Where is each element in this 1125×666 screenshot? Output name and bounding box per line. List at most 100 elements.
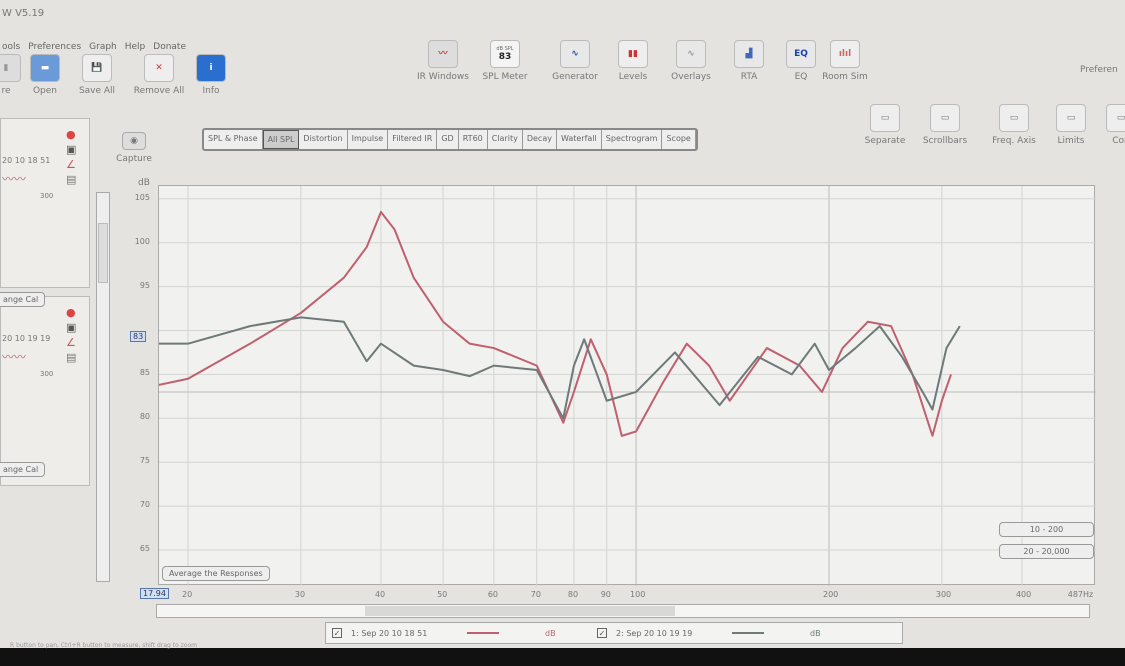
tab-clarity[interactable]: Clarity	[488, 130, 523, 149]
generator-icon: ∿	[560, 40, 590, 68]
x-tick-label: 487Hz	[1067, 590, 1094, 599]
spl-meter-icon: dB SPL 83	[490, 40, 520, 68]
range-button-10-200[interactable]: 10 - 200	[999, 522, 1094, 537]
tab-rt60[interactable]: RT60	[459, 130, 488, 149]
remove-icon: ✕	[144, 54, 174, 82]
toolbar-label: re	[1, 86, 11, 96]
cursor-value: 83	[130, 331, 147, 342]
capture-button[interactable]: ◉ Capture	[112, 132, 156, 164]
remove-all-button[interactable]: ✕ Remove All	[128, 54, 190, 96]
x-tick-label: 200	[823, 590, 839, 599]
camera-icon: ◉	[122, 132, 146, 150]
toolbar-label: Save All	[78, 86, 116, 96]
measurement-value: 300	[40, 370, 54, 378]
y-tick-label: 75	[139, 456, 150, 466]
open-button[interactable]: ▬ Open	[14, 54, 76, 96]
horizontal-scrollbar[interactable]	[156, 604, 1090, 618]
x-tick-label: 80	[567, 590, 579, 599]
vertical-scrollbar[interactable]	[96, 192, 110, 582]
eq-button[interactable]: EQ EQ	[770, 40, 832, 82]
toolbar-icon: ▭	[930, 104, 960, 132]
tab-waterfall[interactable]: Waterfall	[557, 130, 602, 149]
notes-icon[interactable]: ▤	[66, 173, 77, 186]
save-all-button[interactable]: 💾 Save All	[66, 54, 128, 96]
change-cal-button[interactable]: ange Cal	[0, 462, 46, 477]
generator-button[interactable]: ∿ Generator	[544, 40, 606, 82]
legend-swatch	[467, 632, 499, 634]
tab-filtered-ir[interactable]: Filtered IR	[388, 130, 438, 149]
room-sim-button[interactable]: ılıl Room Sim	[814, 40, 876, 82]
rta-button[interactable]: ▟ RTA	[718, 40, 780, 82]
measurement-panel-1	[0, 118, 90, 288]
change-cal-button[interactable]: ange Cal	[0, 292, 46, 307]
measure-icon: ▮	[0, 54, 21, 82]
folder-icon: ▬	[30, 54, 60, 82]
ir-windows-icon: 〰	[428, 40, 458, 68]
edit-icon[interactable]: ∠	[66, 158, 76, 171]
notes-icon[interactable]: ▤	[66, 351, 77, 364]
ir-windows-button[interactable]: 〰 IR Windows	[412, 40, 474, 82]
scrollbars-button[interactable]: ▭ Scrollbars	[914, 104, 976, 146]
y-tick-label: 105	[134, 192, 150, 202]
menu-item[interactable]: Help	[124, 42, 146, 52]
x-tick-label: 30	[294, 590, 306, 599]
info-button[interactable]: i Info	[180, 54, 242, 96]
toolbar-label: Separate	[864, 136, 906, 146]
toolbar-icon: ▭	[1106, 104, 1125, 132]
toolbar-icon: ▭	[870, 104, 900, 132]
y-tick-label: 95	[139, 280, 150, 290]
measurement-name[interactable]: 20 10 19 19	[2, 334, 51, 343]
overlays-button[interactable]: ∿ Overlays	[660, 40, 722, 82]
x-tick-label: 90	[600, 590, 611, 599]
legend-checkbox[interactable]: ✓	[332, 628, 342, 638]
limits-button[interactable]: ▭ Limits	[1040, 104, 1102, 146]
x-start-value[interactable]: 17.94	[140, 588, 169, 599]
save-icon[interactable]: ▣	[66, 321, 77, 334]
toolbar-label: Limits	[1057, 136, 1085, 146]
range-button-20-20000[interactable]: 20 - 20,000	[999, 544, 1094, 559]
scrollbar-thumb[interactable]	[98, 223, 108, 283]
close-icon[interactable]: ●	[66, 306, 76, 319]
freq-axis-button[interactable]: ▭ Freq. Axis	[983, 104, 1045, 146]
close-icon[interactable]: ●	[66, 128, 76, 141]
tab-spl-phase[interactable]: SPL & Phase	[204, 130, 263, 149]
tab-impulse[interactable]: Impulse	[348, 130, 389, 149]
separate-button[interactable]: ▭ Separate	[854, 104, 916, 146]
y-tick-label: 85	[139, 368, 150, 378]
preferences-label[interactable]: Preferen	[1080, 65, 1118, 75]
menu-item[interactable]: Preferences	[28, 42, 82, 52]
legend-swatch	[732, 632, 764, 634]
menu-item[interactable]: Graph	[89, 42, 117, 52]
save-icon[interactable]: ▣	[66, 143, 77, 156]
spl-graph[interactable]: Average the Responses 10 - 200 20 - 20,0…	[158, 185, 1096, 586]
levels-icon: ▮▮	[618, 40, 648, 68]
legend-extra-icon[interactable]: dB	[810, 628, 821, 638]
mini-graph-icon: 〰〰	[2, 172, 27, 186]
toolbar-label: Levels	[618, 72, 648, 82]
toolbar-label: Info	[202, 86, 220, 96]
average-responses-button[interactable]: Average the Responses	[162, 566, 270, 581]
menu-item[interactable]: ools	[2, 42, 21, 52]
toolbar-label: RTA	[740, 72, 758, 82]
tab-all-spl[interactable]: All SPL	[262, 130, 300, 149]
scrollbar-thumb[interactable]	[365, 606, 675, 616]
re-button[interactable]: ▮ re	[0, 54, 37, 96]
levels-button[interactable]: ▮▮ Levels	[602, 40, 664, 82]
edit-icon[interactable]: ∠	[66, 336, 76, 349]
legend-checkbox[interactable]: ✓	[597, 628, 607, 638]
toolbar-label: Room Sim	[822, 72, 868, 82]
series-1-line	[158, 210, 952, 437]
legend-extra-icon[interactable]: dB	[545, 628, 556, 638]
series-2-line	[158, 316, 961, 420]
tab-spectrogram[interactable]: Spectrogram	[602, 130, 663, 149]
legend-label: 1: Sep 20 10 18 51	[351, 628, 428, 638]
spl-meter-button[interactable]: dB SPL 83 SPL Meter	[474, 40, 536, 82]
menu-item[interactable]: Donate	[153, 42, 187, 52]
tab-distortion[interactable]: Distortion	[299, 130, 348, 149]
con-button[interactable]: ▭ Con	[1090, 104, 1125, 146]
x-tick-label: 60	[487, 590, 499, 599]
tab-gd[interactable]: GD	[437, 130, 459, 149]
tab-scope[interactable]: Scope	[662, 130, 696, 149]
tab-decay[interactable]: Decay	[523, 130, 557, 149]
measurement-name[interactable]: 20 10 18 51	[2, 156, 51, 165]
